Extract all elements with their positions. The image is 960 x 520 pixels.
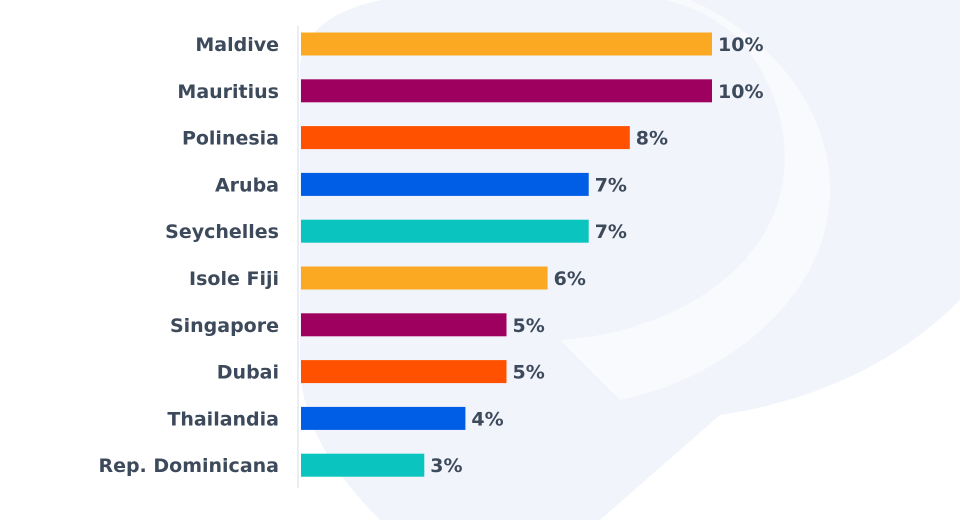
category-label: Aruba xyxy=(215,174,279,196)
bar xyxy=(301,219,589,243)
value-label: 10% xyxy=(718,34,763,56)
category-label: Rep. Dominicana xyxy=(98,455,279,477)
bars-group: Maldive 10% Mauritius 10% Polinesia 8% Aruba 7%… xyxy=(98,32,763,477)
value-label: 5% xyxy=(513,315,545,337)
value-label: 3% xyxy=(430,455,462,477)
value-label: 5% xyxy=(513,362,545,384)
value-label: 6% xyxy=(554,268,586,290)
category-label: Singapore xyxy=(170,315,279,337)
category-label: Thailandia xyxy=(167,408,279,430)
bar xyxy=(301,406,466,430)
value-label: 8% xyxy=(636,128,668,150)
value-label: 10% xyxy=(718,81,763,103)
value-label: 7% xyxy=(595,221,627,243)
bar xyxy=(301,126,630,150)
bar xyxy=(301,313,507,337)
category-label: Dubai xyxy=(217,362,279,384)
bar xyxy=(301,172,589,196)
category-label: Mauritius xyxy=(177,81,279,103)
value-label: 7% xyxy=(595,174,627,196)
bar xyxy=(301,32,712,56)
value-label: 4% xyxy=(471,408,503,430)
category-label: Seychelles xyxy=(165,221,279,243)
bar xyxy=(301,79,712,103)
category-label: Isole Fiji xyxy=(189,268,279,290)
bar xyxy=(301,360,507,384)
category-label: Polinesia xyxy=(182,128,279,150)
category-label: Maldive xyxy=(195,34,279,56)
bar xyxy=(301,266,548,290)
bar xyxy=(301,453,425,477)
